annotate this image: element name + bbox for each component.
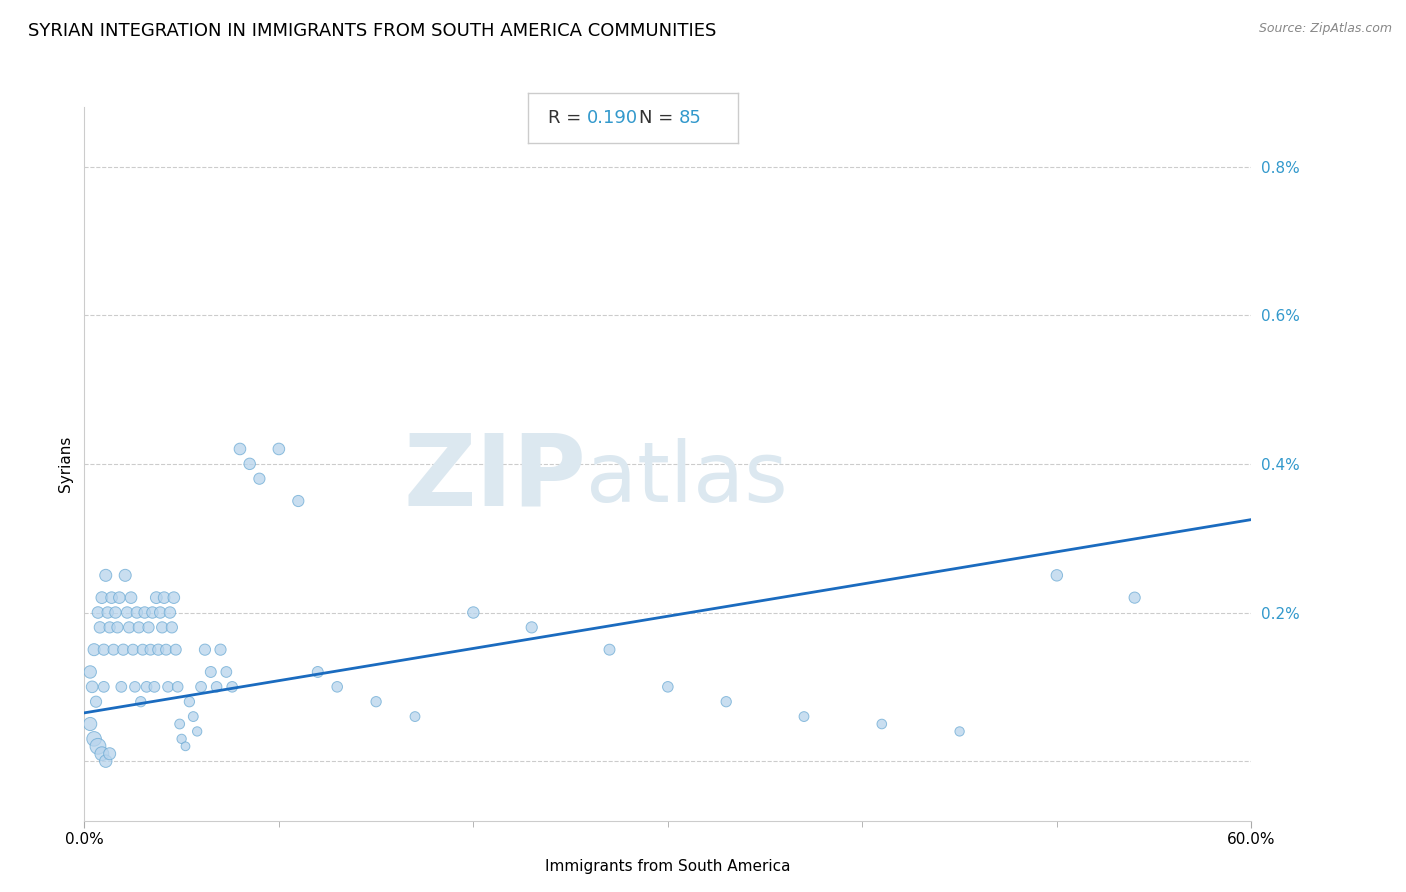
Point	[287, 494, 309, 508]
Point	[114, 568, 136, 582]
Point	[97, 606, 120, 620]
Point	[215, 665, 238, 679]
Text: Source: ZipAtlas.com: Source: ZipAtlas.com	[1258, 22, 1392, 36]
Text: 0.190: 0.190	[586, 109, 638, 127]
Point	[129, 695, 152, 709]
Point	[716, 695, 738, 709]
Point	[79, 665, 101, 679]
Point	[247, 472, 270, 486]
Point	[239, 457, 262, 471]
Point	[463, 606, 485, 620]
Text: atlas: atlas	[586, 438, 787, 518]
Point	[112, 642, 135, 657]
Point	[145, 591, 167, 605]
Point	[98, 747, 121, 761]
Point	[82, 680, 104, 694]
Point	[103, 642, 125, 657]
Point	[93, 642, 115, 657]
Point	[132, 642, 155, 657]
Point	[153, 591, 176, 605]
Point	[190, 680, 212, 694]
Point	[949, 724, 972, 739]
Point	[229, 442, 252, 456]
Point	[186, 724, 208, 739]
Point	[326, 680, 349, 694]
Point	[87, 606, 110, 620]
Point	[87, 739, 110, 754]
Point	[200, 665, 222, 679]
Point	[657, 680, 679, 694]
Point	[83, 642, 105, 657]
Point	[267, 442, 290, 456]
Point	[1123, 591, 1146, 605]
Point	[156, 680, 179, 694]
Point	[155, 642, 177, 657]
Point	[98, 620, 121, 634]
Point	[181, 709, 204, 723]
Point	[108, 591, 131, 605]
Point	[1046, 568, 1069, 582]
Point	[366, 695, 388, 709]
Point	[94, 754, 117, 768]
Text: SYRIAN INTEGRATION IN IMMIGRANTS FROM SOUTH AMERICA COMMUNITIES: SYRIAN INTEGRATION IN IMMIGRANTS FROM SO…	[28, 22, 717, 40]
Point	[90, 591, 112, 605]
Point	[122, 642, 145, 657]
Point	[221, 680, 243, 694]
Point	[89, 620, 111, 634]
Point	[165, 642, 187, 657]
Point	[79, 717, 101, 731]
Point	[134, 606, 156, 620]
X-axis label: Immigrants from South America: Immigrants from South America	[546, 859, 790, 873]
Point	[205, 680, 228, 694]
Text: 85: 85	[679, 109, 702, 127]
Point	[138, 620, 160, 634]
Point	[128, 620, 150, 634]
Point	[118, 620, 141, 634]
Point	[84, 695, 107, 709]
Text: ZIP: ZIP	[404, 430, 586, 526]
Point	[179, 695, 201, 709]
Point	[90, 747, 112, 761]
Point	[404, 709, 426, 723]
Point	[104, 606, 127, 620]
Point	[870, 717, 893, 731]
Text: N =: N =	[640, 109, 679, 127]
Point	[93, 680, 115, 694]
Point	[100, 591, 122, 605]
Point	[307, 665, 329, 679]
Point	[125, 606, 148, 620]
Point	[159, 606, 181, 620]
Point	[135, 680, 157, 694]
Point	[143, 680, 166, 694]
Point	[520, 620, 543, 634]
Point	[139, 642, 162, 657]
Point	[83, 731, 105, 746]
Point	[141, 606, 163, 620]
Point	[169, 717, 191, 731]
Point	[174, 739, 197, 754]
Point	[94, 568, 117, 582]
Point	[163, 591, 186, 605]
Point	[209, 642, 232, 657]
Point	[120, 591, 142, 605]
Point	[170, 731, 193, 746]
Point	[166, 680, 188, 694]
Point	[148, 642, 170, 657]
Point	[150, 620, 173, 634]
Point	[149, 606, 172, 620]
Point	[110, 680, 132, 694]
Point	[194, 642, 217, 657]
Point	[793, 709, 815, 723]
Point	[599, 642, 621, 657]
Text: R =: R =	[547, 109, 586, 127]
Point	[160, 620, 183, 634]
Point	[115, 606, 138, 620]
Point	[124, 680, 146, 694]
Y-axis label: Syrians: Syrians	[58, 435, 73, 492]
Point	[107, 620, 129, 634]
